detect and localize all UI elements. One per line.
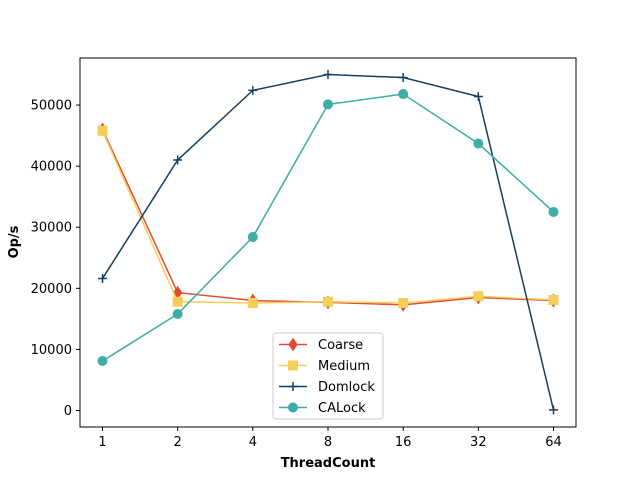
data-point-calock [548, 206, 559, 217]
data-point-medium [548, 294, 559, 305]
data-point-medium [473, 291, 484, 302]
series-line-coarse [101, 129, 554, 306]
legend: Coarse Medium Domlock CALock [272, 332, 384, 420]
data-point-medium [247, 297, 258, 308]
y-tick-label: 30000 [31, 221, 72, 236]
legend-label-calock: CALock [318, 401, 366, 416]
x-tick-label: 4 [249, 435, 257, 450]
series-calock [97, 89, 559, 367]
data-point-calock [247, 232, 258, 243]
data-point-domlock [549, 405, 558, 415]
data-point-calock [97, 356, 108, 367]
series-coarse [97, 122, 559, 312]
data-point-medium [398, 297, 409, 308]
series-domlock [98, 69, 558, 415]
y-axis-label: Op/s [7, 225, 22, 258]
x-axis-label: ThreadCount [281, 456, 376, 471]
data-point-calock [323, 99, 333, 110]
x-tick-label: 64 [545, 435, 562, 450]
legend-marker-calock [288, 402, 298, 413]
data-point-calock [473, 138, 484, 149]
x-tick-label: 2 [174, 435, 182, 450]
series-line-calock [102, 93, 555, 362]
legend-box [272, 332, 384, 420]
series-layer [97, 69, 559, 415]
data-point-medium [97, 125, 108, 136]
legend-label-medium: Medium [318, 359, 370, 374]
data-point-domlock [173, 155, 183, 165]
legend-label-domlock: Domlock [318, 380, 375, 395]
data-point-domlock [398, 73, 408, 83]
x-axis: 1 2 4 8 16 32 64 [98, 427, 562, 450]
x-tick-label: 32 [470, 435, 487, 450]
y-axis: 0 10000 20000 30000 40000 50000 [31, 99, 80, 419]
y-tick-label: 10000 [31, 343, 72, 358]
data-point-calock [172, 308, 183, 319]
legend-marker-coarse [288, 337, 298, 352]
legend-label-coarse: Coarse [318, 338, 363, 353]
x-tick-label: 16 [395, 435, 412, 450]
y-tick-label: 40000 [31, 160, 72, 175]
data-point-domlock [248, 85, 258, 95]
data-point-domlock [323, 69, 333, 79]
data-point-domlock [473, 91, 483, 101]
y-tick-label: 0 [64, 404, 72, 419]
x-tick-label: 1 [98, 435, 106, 450]
y-tick-label: 20000 [31, 282, 72, 297]
data-point-medium [172, 296, 183, 307]
series-medium [97, 125, 559, 308]
data-point-domlock [98, 274, 107, 284]
legend-marker-domlock [288, 382, 298, 391]
x-tick-label: 8 [324, 435, 332, 450]
data-point-medium [323, 296, 333, 307]
y-tick-label: 50000 [31, 99, 72, 114]
data-point-calock [398, 89, 409, 100]
legend-marker-medium [288, 360, 298, 371]
